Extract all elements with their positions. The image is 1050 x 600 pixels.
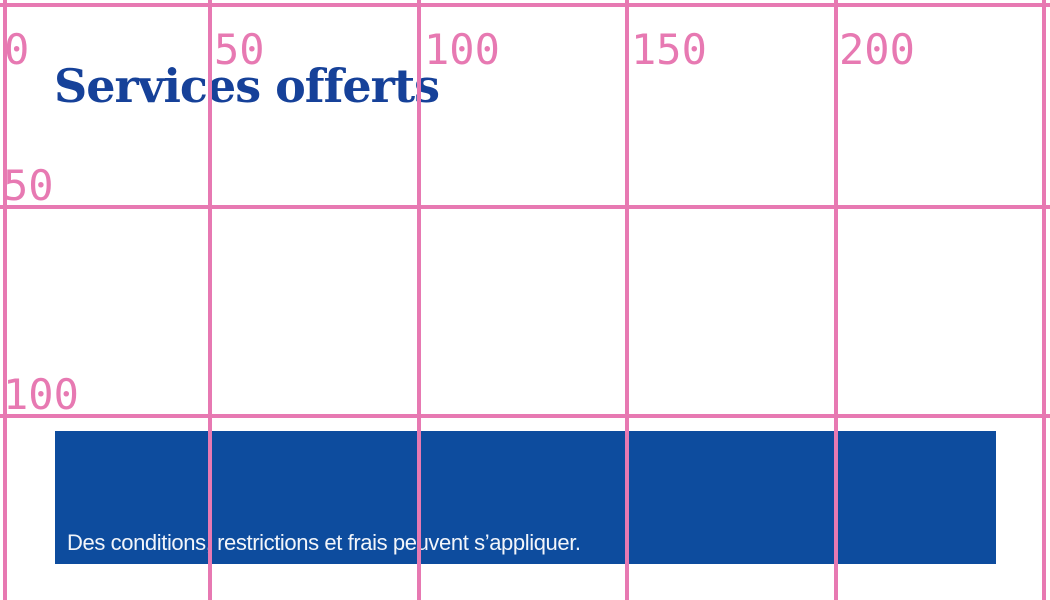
grid-line-horizontal [0, 414, 1050, 418]
grid-line-vertical [3, 0, 7, 600]
grid-label-y: 100 [3, 370, 79, 419]
page-title: Services offerts [54, 59, 440, 113]
grid-label-y: 50 [3, 161, 54, 210]
disclaimer-text: Des conditions, restrictions et frais pe… [67, 529, 581, 555]
grid-label-x: 200 [839, 25, 915, 74]
grid-label-x: 150 [631, 25, 707, 74]
grid-line-vertical [1042, 0, 1046, 600]
grid-line-horizontal [0, 205, 1050, 209]
grid-label-x: 0 [4, 25, 30, 74]
grid-line-horizontal [0, 3, 1050, 7]
disclaimer-banner: Des conditions, restrictions et frais pe… [55, 431, 996, 564]
